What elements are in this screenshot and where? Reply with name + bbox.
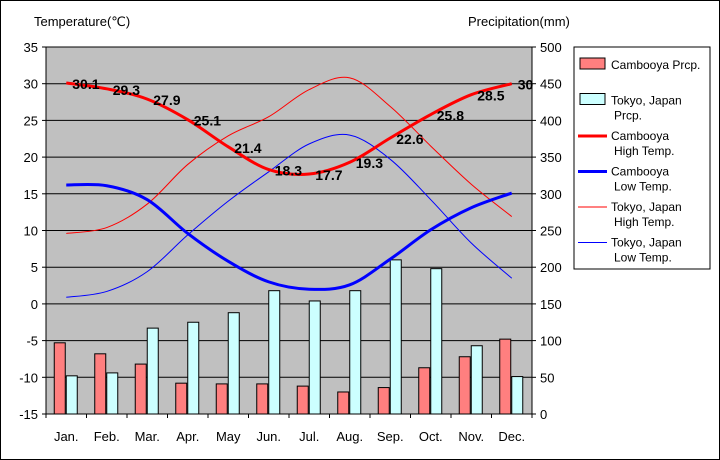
- right-tick-label: 50: [540, 370, 554, 385]
- precip-bar: [146, 327, 159, 415]
- precip-bar: [511, 376, 524, 415]
- legend-label: Tokyo, Japan: [611, 200, 682, 214]
- legend-label: Cambooya: [611, 129, 669, 143]
- x-tick-label: Jun.: [256, 429, 281, 444]
- temperature-line: [66, 76, 513, 234]
- right-tick-label: 300: [540, 187, 562, 202]
- legend-label: Tokyo, Japan: [611, 94, 682, 108]
- precip-bar: [94, 353, 107, 415]
- legend-swatch: [579, 93, 606, 105]
- x-tick-label: May: [216, 429, 241, 444]
- legend-label: Tokyo, Japan: [611, 236, 682, 250]
- temperature-line: [66, 182, 513, 291]
- legend-label: Prcp.: [614, 109, 642, 123]
- precip-bar: [377, 387, 390, 415]
- precip-bar: [337, 391, 350, 415]
- left-tick-label: -10: [19, 370, 38, 385]
- legend-label: Cambooya Prcp.: [611, 58, 700, 72]
- precip-bar: [256, 383, 269, 415]
- data-label: 30.1: [72, 76, 99, 92]
- x-tick-label: Jul.: [299, 429, 319, 444]
- left-tick-label: -15: [19, 407, 38, 422]
- x-tick-label: Nov.: [458, 429, 484, 444]
- x-tick-label: Mar.: [135, 429, 160, 444]
- precip-bar: [187, 321, 200, 415]
- right-tick-label: 250: [540, 224, 562, 239]
- x-tick-label: Dec.: [498, 429, 525, 444]
- precip-bar: [65, 375, 78, 415]
- legend-swatch: [579, 57, 606, 70]
- legend-label: Low Temp.: [614, 251, 672, 265]
- precip-bar: [134, 363, 147, 415]
- precip-bar: [268, 290, 281, 415]
- right-tick-label: 150: [540, 297, 562, 312]
- left-tick-label: -5: [26, 334, 38, 349]
- data-label: 25.1: [194, 113, 221, 129]
- left-tick-label: 10: [24, 224, 38, 239]
- legend-label: Low Temp.: [614, 180, 672, 194]
- right-tick-label: 350: [540, 150, 562, 165]
- right-tick-label: 100: [540, 334, 562, 349]
- data-label: 18.3: [275, 163, 302, 179]
- precip-bar: [458, 356, 471, 415]
- precip-bar: [499, 338, 512, 415]
- data-label: 27.9: [153, 92, 180, 108]
- left-tick-label: 5: [31, 260, 38, 275]
- legend-label: High Temp.: [614, 144, 674, 158]
- precip-bar: [389, 259, 402, 415]
- left-tick-label: 15: [24, 187, 38, 202]
- precip-bar: [349, 290, 362, 415]
- precip-bar: [296, 385, 309, 415]
- precip-bar: [106, 372, 119, 415]
- left-axis-title: Temperature(℃): [34, 14, 130, 29]
- x-tick-label: Apr.: [176, 429, 199, 444]
- data-label: 29.3: [113, 82, 140, 98]
- legend-label: Cambooya: [611, 165, 669, 179]
- data-label: 17.7: [315, 167, 342, 183]
- left-tick-label: 0: [31, 297, 38, 312]
- data-label: 25.8: [437, 108, 464, 124]
- data-label: 30: [518, 77, 534, 93]
- precip-bar: [53, 342, 66, 415]
- x-tick-label: Feb.: [94, 429, 120, 444]
- legend-label: High Temp.: [614, 215, 674, 229]
- data-label: 22.6: [396, 131, 423, 147]
- temperature-line: [66, 81, 513, 176]
- precip-bar: [175, 382, 188, 415]
- precip-bar: [215, 383, 228, 415]
- data-label: 28.5: [477, 88, 504, 104]
- data-label: 19.3: [356, 155, 383, 171]
- right-tick-label: 200: [540, 260, 562, 275]
- temperature-line: [66, 133, 513, 298]
- right-tick-label: 450: [540, 77, 562, 92]
- right-axis-title: Precipitation(mm): [468, 14, 570, 29]
- x-tick-label: Oct.: [419, 429, 443, 444]
- right-tick-label: 500: [540, 40, 562, 55]
- precip-bar: [308, 300, 321, 415]
- left-tick-label: 20: [24, 150, 38, 165]
- right-tick-label: 0: [540, 407, 547, 422]
- x-tick-label: Jan.: [54, 429, 79, 444]
- precip-bar: [418, 367, 431, 415]
- left-tick-label: 25: [24, 113, 38, 128]
- x-tick-label: Sep.: [377, 429, 404, 444]
- x-tick-label: Aug.: [336, 429, 363, 444]
- precip-bar: [227, 312, 240, 415]
- precip-bar: [470, 345, 483, 415]
- legend-box: [573, 46, 711, 270]
- precip-bar: [430, 268, 443, 415]
- left-tick-label: 35: [24, 40, 38, 55]
- right-tick-label: 400: [540, 113, 562, 128]
- left-tick-label: 30: [24, 77, 38, 92]
- data-label: 21.4: [234, 140, 261, 156]
